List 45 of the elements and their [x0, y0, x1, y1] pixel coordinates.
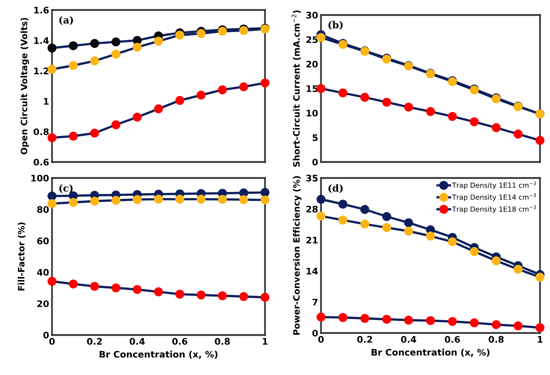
y-tick-label: 25	[306, 36, 318, 44]
y-axis-title: Short-Circuit Current (mA.cm$^{−2}$)	[292, 10, 301, 167]
annotation: (d)	[328, 184, 343, 194]
x-tick-label: 0	[318, 336, 324, 343]
y-tick-label: 28	[306, 206, 318, 213]
x-tick-label: 0.4	[401, 336, 416, 343]
y-tick-label: 0.8	[34, 128, 49, 136]
x-tick-label: 1	[262, 338, 268, 345]
x-axis-title: Br Concentration (x, %)	[372, 348, 490, 357]
y-tick-label: 40	[37, 268, 49, 276]
y-tick-label: 10	[306, 110, 318, 117]
y-tick-label: 1.2	[34, 68, 48, 74]
y-tick-label: 7	[312, 298, 318, 306]
annotation: (c)	[59, 184, 73, 194]
y-axis-title: Power-Conversion Efficiency (%)	[292, 176, 302, 335]
x-tick-label: 0.8	[488, 336, 504, 343]
annotation: (b)	[328, 20, 343, 30]
y-tick-label: 5	[312, 134, 318, 142]
y-axis-title: Fill-Factor (%)	[18, 222, 26, 290]
y-tick-label: 20	[37, 300, 49, 308]
y-axis-title: Open Circuit Voltage (Volts)	[20, 18, 30, 154]
y-tick-label: 1	[44, 98, 49, 105]
y-tick-label: 0	[312, 158, 318, 166]
y-tick-label: 0	[312, 330, 318, 337]
y-tick-label: 80	[37, 206, 49, 213]
x-axis-title: Br Concentration (x, %)	[100, 350, 218, 359]
x-tick-label: 0.6	[444, 336, 460, 343]
y-tick-label: 100	[31, 174, 49, 182]
y-tick-label: 14	[306, 268, 318, 274]
x-tick-label: 0	[49, 338, 55, 345]
x-tick-label: 0.8	[214, 338, 230, 345]
x-tick-label: 0.6	[172, 338, 188, 345]
y-tick-label: 0.6	[34, 158, 49, 166]
x-tick-label: 0.4	[130, 338, 145, 345]
y-tick-label: 21	[306, 236, 318, 244]
x-tick-label: 0.2	[87, 338, 102, 345]
y-tick-label: 1.4	[34, 37, 49, 44]
x-tick-label: 1	[538, 336, 543, 343]
x-tick-label: 0.2	[357, 336, 372, 343]
y-tick-label: 60	[37, 238, 49, 244]
y-tick-label: 35	[306, 174, 318, 182]
y-tick-label: 1.6	[34, 6, 49, 14]
y-tick-label: 20	[306, 60, 318, 68]
annotation: (a)	[59, 16, 73, 25]
y-tick-label: 30	[306, 12, 318, 19]
